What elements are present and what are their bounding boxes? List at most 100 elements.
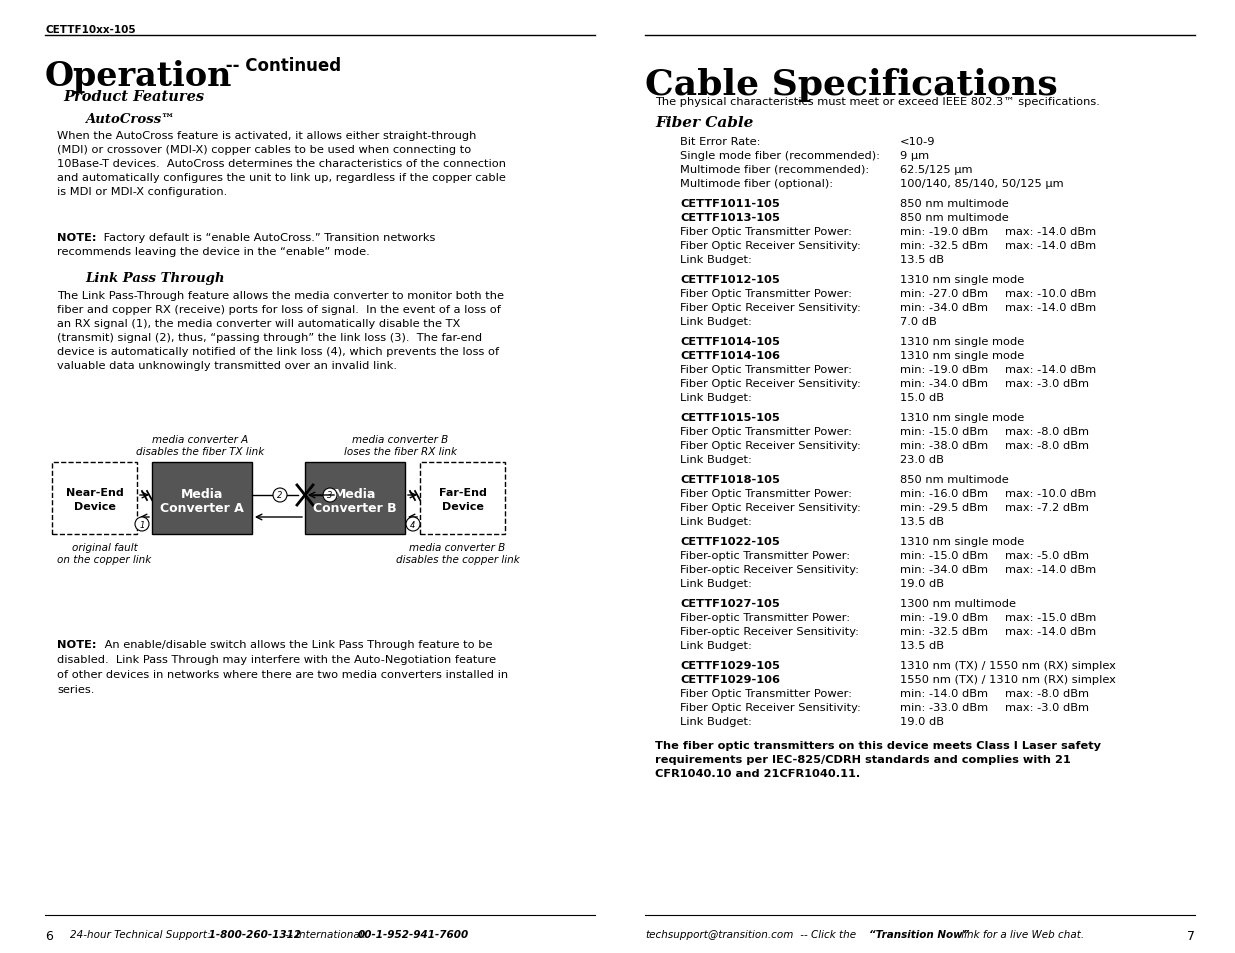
Text: 1-800-260-1312: 1-800-260-1312 xyxy=(205,929,301,939)
Text: 1310 nm single mode: 1310 nm single mode xyxy=(900,413,1024,422)
Text: on the copper link: on the copper link xyxy=(57,555,152,564)
Text: CETTF1027-105: CETTF1027-105 xyxy=(680,598,779,608)
Text: loses the fiber RX link: loses the fiber RX link xyxy=(343,447,457,456)
Text: min: -32.5 dBm: min: -32.5 dBm xyxy=(900,241,988,251)
Text: 1310 nm single mode: 1310 nm single mode xyxy=(900,537,1024,546)
Text: CFR1040.10 and 21CFR1040.11.: CFR1040.10 and 21CFR1040.11. xyxy=(655,768,861,779)
Text: Product Features: Product Features xyxy=(63,90,204,104)
Text: media converter B: media converter B xyxy=(409,542,505,553)
Text: CETTF1022-105: CETTF1022-105 xyxy=(680,537,779,546)
Text: Near-End: Near-End xyxy=(65,488,124,497)
Text: Fiber Optic Transmitter Power:: Fiber Optic Transmitter Power: xyxy=(680,489,852,498)
Text: recommends leaving the device in the “enable” mode.: recommends leaving the device in the “en… xyxy=(57,247,369,256)
Text: CETTF1013-105: CETTF1013-105 xyxy=(680,213,779,223)
Text: 13.5 dB: 13.5 dB xyxy=(900,517,944,526)
Text: “Transition Now”: “Transition Now” xyxy=(869,929,969,939)
Text: max: -14.0 dBm: max: -14.0 dBm xyxy=(1005,241,1097,251)
Text: max: -14.0 dBm: max: -14.0 dBm xyxy=(1005,626,1097,637)
Text: CETTF1011-105: CETTF1011-105 xyxy=(680,199,779,209)
Circle shape xyxy=(273,489,287,502)
Text: media converter B: media converter B xyxy=(352,435,448,444)
Text: min: -15.0 dBm: min: -15.0 dBm xyxy=(900,427,988,436)
Circle shape xyxy=(324,489,337,502)
Text: 19.0 dB: 19.0 dB xyxy=(900,717,944,726)
Text: Fiber Optic Receiver Sensitivity:: Fiber Optic Receiver Sensitivity: xyxy=(680,303,861,313)
Text: series.: series. xyxy=(57,684,94,695)
Text: 00-1-952-941-7600: 00-1-952-941-7600 xyxy=(358,929,469,939)
Text: min: -19.0 dBm: min: -19.0 dBm xyxy=(900,365,988,375)
Text: max: -10.0 dBm: max: -10.0 dBm xyxy=(1005,289,1097,298)
Text: When the AutoCross feature is activated, it allows either straight-through
(MDI): When the AutoCross feature is activated,… xyxy=(57,131,506,196)
Text: min: -34.0 dBm: min: -34.0 dBm xyxy=(900,378,988,389)
Text: 850 nm multimode: 850 nm multimode xyxy=(900,475,1009,484)
Text: Fiber-optic Transmitter Power:: Fiber-optic Transmitter Power: xyxy=(680,551,850,560)
Text: -- International:: -- International: xyxy=(282,929,369,939)
Text: 7.0 dB: 7.0 dB xyxy=(900,316,937,327)
Text: min: -16.0 dBm: min: -16.0 dBm xyxy=(900,489,988,498)
Text: NOTE:: NOTE: xyxy=(57,233,96,243)
Text: max: -15.0 dBm: max: -15.0 dBm xyxy=(1005,613,1097,622)
Text: Link Pass Through: Link Pass Through xyxy=(85,272,225,285)
Text: Multimode fiber (recommended):: Multimode fiber (recommended): xyxy=(680,165,869,174)
Text: Fiber-optic Receiver Sensitivity:: Fiber-optic Receiver Sensitivity: xyxy=(680,626,860,637)
Text: Far-End: Far-End xyxy=(438,488,487,497)
Text: min: -27.0 dBm: min: -27.0 dBm xyxy=(900,289,988,298)
Text: techsupport@transition.com: techsupport@transition.com xyxy=(645,929,793,939)
Text: Fiber Optic Transmitter Power:: Fiber Optic Transmitter Power: xyxy=(680,227,852,236)
Text: min: -19.0 dBm: min: -19.0 dBm xyxy=(900,613,988,622)
FancyBboxPatch shape xyxy=(420,462,505,535)
Text: CETTF1029-105: CETTF1029-105 xyxy=(680,660,779,670)
Text: min: -33.0 dBm: min: -33.0 dBm xyxy=(900,702,988,712)
Text: Cable Specifications: Cable Specifications xyxy=(645,68,1057,102)
Text: max: -5.0 dBm: max: -5.0 dBm xyxy=(1005,551,1089,560)
Text: Media: Media xyxy=(333,488,377,500)
Text: 3: 3 xyxy=(327,491,332,500)
Text: The Link Pass-Through feature allows the media converter to monitor both the
fib: The Link Pass-Through feature allows the… xyxy=(57,291,504,371)
Text: 13.5 dB: 13.5 dB xyxy=(900,640,944,650)
Text: max: -14.0 dBm: max: -14.0 dBm xyxy=(1005,365,1097,375)
Text: min: -29.5 dBm: min: -29.5 dBm xyxy=(900,502,988,513)
Text: min: -15.0 dBm: min: -15.0 dBm xyxy=(900,551,988,560)
Text: 1310 nm single mode: 1310 nm single mode xyxy=(900,274,1024,285)
Text: 1310 nm single mode: 1310 nm single mode xyxy=(900,351,1024,360)
Text: of other devices in networks where there are two media converters installed in: of other devices in networks where there… xyxy=(57,669,508,679)
Text: min: -34.0 dBm: min: -34.0 dBm xyxy=(900,303,988,313)
Text: max: -10.0 dBm: max: -10.0 dBm xyxy=(1005,489,1097,498)
Text: Factory default is “enable AutoCross.” Transition networks: Factory default is “enable AutoCross.” T… xyxy=(100,233,436,243)
Text: 100/140, 85/140, 50/125 μm: 100/140, 85/140, 50/125 μm xyxy=(900,179,1063,189)
FancyBboxPatch shape xyxy=(305,462,405,535)
Circle shape xyxy=(135,517,149,532)
Text: -- Continued: -- Continued xyxy=(220,57,341,75)
Text: 1310 nm single mode: 1310 nm single mode xyxy=(900,336,1024,347)
Text: Link Budget:: Link Budget: xyxy=(680,640,752,650)
Text: CETTF1015-105: CETTF1015-105 xyxy=(680,413,779,422)
Text: Link Budget:: Link Budget: xyxy=(680,393,752,402)
Text: min: -32.5 dBm: min: -32.5 dBm xyxy=(900,626,988,637)
Text: Converter A: Converter A xyxy=(161,501,243,515)
Text: 1310 nm (TX) / 1550 nm (RX) simplex: 1310 nm (TX) / 1550 nm (RX) simplex xyxy=(900,660,1116,670)
FancyBboxPatch shape xyxy=(152,462,252,535)
Text: Fiber Optic Transmitter Power:: Fiber Optic Transmitter Power: xyxy=(680,289,852,298)
Text: Bit Error Rate:: Bit Error Rate: xyxy=(680,137,761,147)
Text: max: -14.0 dBm: max: -14.0 dBm xyxy=(1005,303,1097,313)
Text: min: -38.0 dBm: min: -38.0 dBm xyxy=(900,440,988,451)
Text: requirements per IEC-825/CDRH standards and complies with 21: requirements per IEC-825/CDRH standards … xyxy=(655,754,1071,764)
Text: max: -14.0 dBm: max: -14.0 dBm xyxy=(1005,564,1097,575)
Text: media converter A: media converter A xyxy=(152,435,248,444)
Text: Link Budget:: Link Budget: xyxy=(680,517,752,526)
Text: Device: Device xyxy=(442,501,483,512)
Text: Single mode fiber (recommended):: Single mode fiber (recommended): xyxy=(680,151,881,161)
Text: An enable/disable switch allows the Link Pass Through feature to be: An enable/disable switch allows the Link… xyxy=(101,639,493,649)
Text: Fiber Optic Transmitter Power:: Fiber Optic Transmitter Power: xyxy=(680,688,852,699)
Text: Fiber-optic Transmitter Power:: Fiber-optic Transmitter Power: xyxy=(680,613,850,622)
Text: 15.0 dB: 15.0 dB xyxy=(900,393,944,402)
Text: The fiber optic transmitters on this device meets Class I Laser safety: The fiber optic transmitters on this dev… xyxy=(655,740,1100,750)
Text: The physical characteristics must meet or exceed IEEE 802.3™ specifications.: The physical characteristics must meet o… xyxy=(655,97,1100,107)
Text: min: -34.0 dBm: min: -34.0 dBm xyxy=(900,564,988,575)
Text: link for a live Web chat.: link for a live Web chat. xyxy=(958,929,1084,939)
Text: Converter B: Converter B xyxy=(314,501,396,515)
Text: 9 μm: 9 μm xyxy=(900,151,929,161)
Text: disables the copper link: disables the copper link xyxy=(395,555,520,564)
Text: 1550 nm (TX) / 1310 nm (RX) simplex: 1550 nm (TX) / 1310 nm (RX) simplex xyxy=(900,675,1116,684)
Text: max: -3.0 dBm: max: -3.0 dBm xyxy=(1005,702,1089,712)
